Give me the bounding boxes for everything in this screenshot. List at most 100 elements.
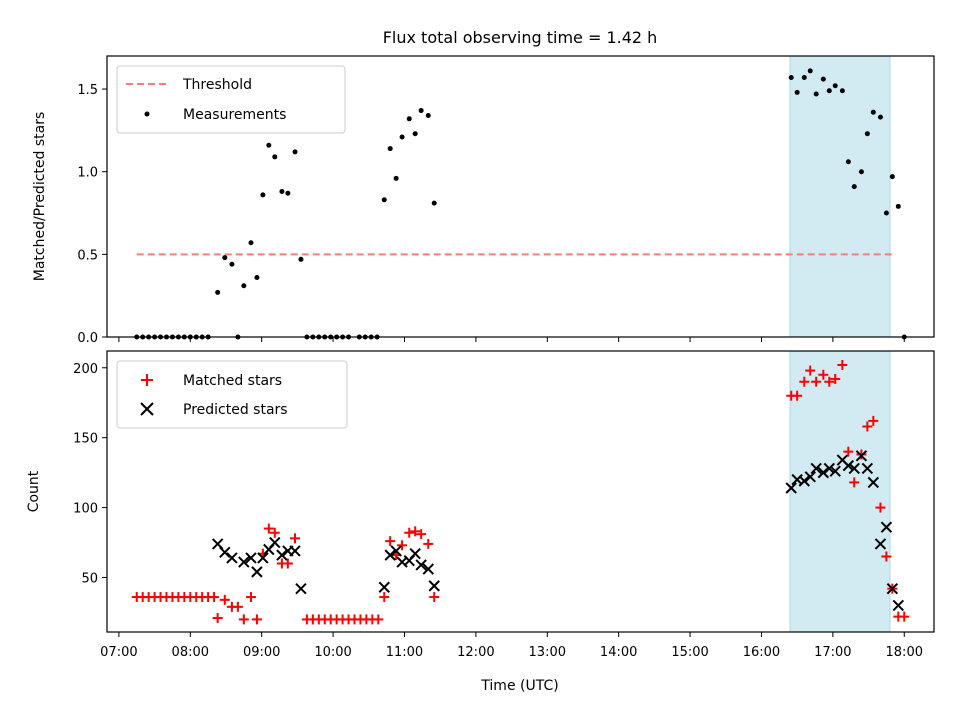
matched-star-point <box>423 538 434 549</box>
legend-predicted-swatch <box>140 402 154 416</box>
x-axis-label: Time (UTC) <box>480 678 558 694</box>
x-tick-label: 14:00 <box>600 645 637 660</box>
measurement-point <box>807 68 813 74</box>
matched-star-point <box>818 369 829 380</box>
bottom-x-ticks: 07:00 08:00 09:00 10:00 11:00 12:00 13:00 14:00… <box>100 632 923 660</box>
measurement-point <box>864 131 870 137</box>
measurement-point <box>406 116 412 122</box>
top-x-ticks <box>118 337 905 342</box>
predicted-star-point <box>384 549 396 561</box>
x-tick-label: 09:00 <box>243 645 280 660</box>
matched-star-point <box>792 390 803 401</box>
top-y-ticks: 0.0 0.5 1.0 1.5 <box>77 83 107 346</box>
matched-star-point <box>282 558 293 569</box>
measurement-point <box>845 159 851 165</box>
x-tick-label: 17:00 <box>814 645 851 660</box>
predicted-star-point <box>415 559 427 571</box>
top-y-axis-label: Matched/Predicted stars <box>32 112 48 282</box>
predicted-star-point <box>238 556 250 568</box>
measurement-point <box>431 200 437 206</box>
top-axes-frame <box>106 55 935 338</box>
matched-star-point <box>219 594 230 605</box>
legend-matched-swatch <box>141 374 153 386</box>
predicted-star-point <box>226 552 238 564</box>
chart-title: Flux total observing time = 1.42 h <box>383 28 658 47</box>
predicted-star-point <box>842 459 855 472</box>
matched-star-point <box>416 529 427 540</box>
predicted-star-point <box>251 566 263 578</box>
predicted-star-point <box>892 599 905 612</box>
matched-star-point <box>404 527 415 538</box>
measurement-point <box>813 91 819 97</box>
matched-star-point <box>875 502 886 513</box>
predicted-star-point <box>810 462 822 475</box>
predicted-star-point <box>867 476 880 489</box>
measurement-point <box>254 274 260 280</box>
predicted-star-point <box>798 475 811 487</box>
predicted-star-point <box>269 536 281 549</box>
x-tick-label: 15:00 <box>671 645 708 660</box>
y-tick-label: 1.5 <box>77 83 98 98</box>
matched-star-point <box>379 592 390 603</box>
predicted-star-point <box>245 552 257 564</box>
predicted-star-point <box>409 548 421 560</box>
predicted-star-point <box>874 538 887 550</box>
predicted-star-point <box>880 521 893 533</box>
predicted-star-point <box>785 482 797 494</box>
y-tick-label: 200 <box>73 362 98 377</box>
predicted-star-point <box>295 582 307 595</box>
predicted-star-point <box>855 450 868 462</box>
y-tick-label: 0.0 <box>77 331 98 346</box>
predicted-star-point <box>378 581 390 593</box>
matched-star-point <box>824 376 835 387</box>
bottom-legend-box <box>116 360 348 429</box>
x-tick-label: 12:00 <box>457 645 494 660</box>
x-tick-label: 07:00 <box>100 645 137 660</box>
matched-star-point <box>805 365 816 376</box>
y-tick-label: 1.0 <box>77 166 98 181</box>
matched-star-points <box>131 359 910 625</box>
measurement-point <box>820 76 826 82</box>
x-tick-label: 18:00 <box>886 645 923 660</box>
matched-star-point <box>269 527 280 538</box>
y-tick-label: 0.5 <box>77 248 98 263</box>
predicted-star-point <box>390 545 402 557</box>
y-tick-label: 100 <box>73 502 98 517</box>
matched-star-point <box>410 526 421 537</box>
measurement-point <box>266 142 272 148</box>
measurement-point <box>399 134 405 140</box>
predicted-star-point <box>861 462 874 475</box>
measurement-point <box>248 240 254 246</box>
measurement-point <box>272 154 278 160</box>
measurement-point <box>279 189 285 195</box>
matched-star-point <box>397 540 408 551</box>
predicted-star-point <box>804 471 816 483</box>
measurement-point <box>839 88 845 94</box>
predicted-star-point <box>829 465 841 477</box>
measurement-point <box>870 109 876 115</box>
matched-star-point <box>232 601 243 612</box>
matched-star-point <box>899 611 910 622</box>
matched-star-point <box>837 359 848 370</box>
bottom-y-ticks: 50 100 150 200 <box>73 362 107 586</box>
legend-measurements-swatch <box>144 111 150 117</box>
legend-predicted-label: Predicted stars <box>183 402 288 418</box>
predicted-star-point <box>428 580 440 592</box>
y-tick-label: 150 <box>73 432 98 447</box>
matched-star-point <box>799 376 810 387</box>
x-tick-label: 13:00 <box>529 645 566 660</box>
predicted-star-point <box>422 563 434 575</box>
matched-star-point <box>429 592 440 603</box>
top-panel: 0.0 0.5 1.0 1.5 Matched/Predicted stars Thr… <box>32 55 935 346</box>
measurement-point <box>826 88 832 94</box>
matched-star-point <box>811 376 822 387</box>
matched-star-point <box>209 592 220 603</box>
matched-star-point <box>830 373 841 384</box>
measurement-point <box>241 283 247 289</box>
matched-star-point <box>263 523 274 534</box>
measurement-point <box>222 255 228 261</box>
measurement-point <box>801 74 807 80</box>
bottom-legend: Matched stars Predicted stars <box>116 360 348 429</box>
matched-star-point <box>881 551 892 562</box>
